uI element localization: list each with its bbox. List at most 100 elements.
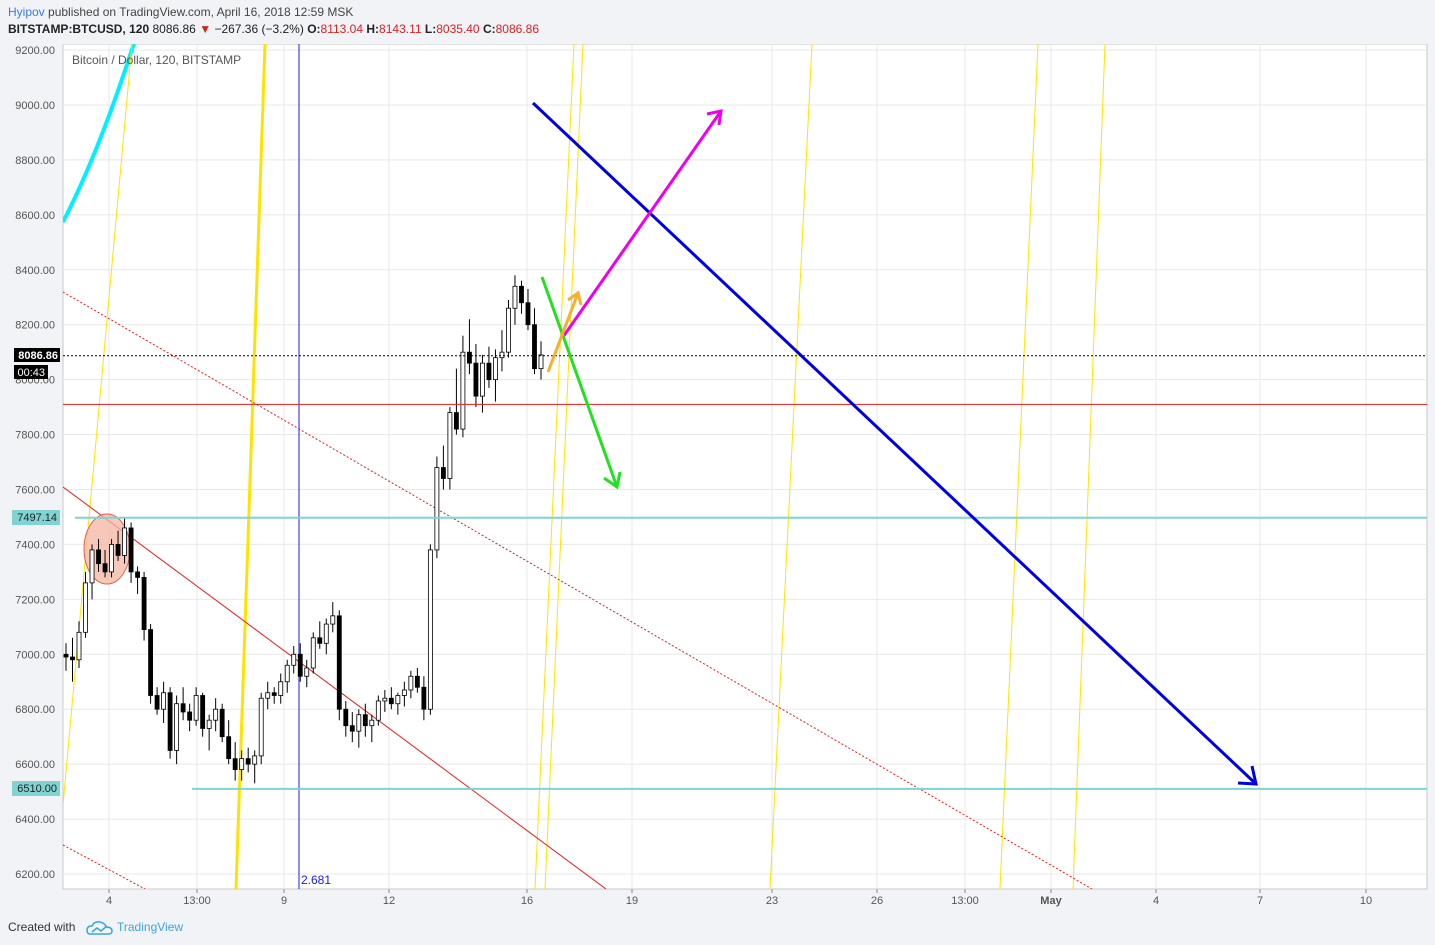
y-axis[interactable]: 6200.00 6400.00 6600.00 6800.00 7000.00 7200.… bbox=[15, 45, 55, 881]
tradingview-cloud-icon bbox=[86, 921, 113, 935]
candle bbox=[193, 687, 199, 726]
created-with-text: Created with bbox=[8, 920, 76, 934]
candle bbox=[83, 571, 88, 638]
candle bbox=[278, 673, 284, 704]
green-down-arrow bbox=[540, 276, 622, 490]
candle bbox=[421, 676, 427, 721]
candle bbox=[375, 695, 381, 726]
chart-legend: Bitcoin / Dollar, 120, BITSTAMP bbox=[72, 53, 241, 67]
open-label: O: bbox=[307, 22, 321, 36]
candle bbox=[174, 695, 180, 765]
candle bbox=[200, 692, 206, 737]
x-tick-label: 13:00 bbox=[183, 895, 211, 907]
open-value: 8113.04 bbox=[320, 22, 364, 36]
x-tick-label: 19 bbox=[626, 895, 638, 907]
candle bbox=[141, 571, 147, 641]
price-label-resistance: 7497.14 bbox=[12, 510, 60, 525]
candle bbox=[486, 346, 492, 388]
candle bbox=[408, 670, 414, 699]
candle bbox=[395, 692, 401, 715]
candle bbox=[473, 343, 479, 408]
support-price-label: 6510.00 bbox=[17, 783, 57, 795]
candle bbox=[89, 544, 95, 600]
candle bbox=[63, 643, 69, 671]
candle bbox=[532, 308, 537, 375]
candle bbox=[414, 668, 420, 693]
candle bbox=[467, 319, 472, 375]
candle bbox=[96, 538, 101, 572]
last-price: 8086.86 bbox=[152, 22, 196, 36]
plot-area[interactable] bbox=[62, 43, 1428, 890]
y-tick-label: 7600.00 bbox=[15, 485, 55, 497]
fib-time-line bbox=[63, 44, 133, 806]
x-tick-label: 4 bbox=[106, 895, 112, 907]
change-value: −267.36 (−3.2%) bbox=[214, 22, 304, 36]
candle bbox=[369, 714, 375, 743]
candle bbox=[245, 747, 251, 773]
x-tick-label: 23 bbox=[766, 895, 778, 907]
x-tick-label: May bbox=[1040, 895, 1062, 907]
candle bbox=[323, 618, 329, 655]
blue-down-arrow bbox=[531, 101, 1258, 786]
ohlc-strip: BITSTAMP:BTCUSD, 120 8086.86 ▼ −267.36 (… bbox=[8, 22, 539, 36]
candle bbox=[519, 280, 524, 314]
y-tick-label: 6800.00 bbox=[15, 704, 55, 716]
candle bbox=[310, 632, 316, 674]
candle bbox=[76, 621, 82, 669]
cyan-fan-curve bbox=[63, 44, 136, 223]
candle bbox=[115, 530, 121, 561]
fib-time-line bbox=[534, 44, 575, 889]
y-tick-label: 9000.00 bbox=[15, 100, 55, 112]
publish-info: Hyipov published on TradingView.com, Apr… bbox=[8, 5, 353, 19]
candle bbox=[343, 700, 349, 737]
author-link[interactable]: Hyipov bbox=[8, 5, 45, 19]
magenta-up-arrow bbox=[561, 109, 723, 338]
published-text: published on TradingView.com, April 16, … bbox=[48, 5, 354, 19]
candle bbox=[148, 624, 154, 704]
candle bbox=[102, 549, 108, 578]
red-dotted-channel-line bbox=[63, 844, 146, 889]
candle bbox=[512, 275, 518, 325]
candle bbox=[213, 698, 219, 732]
orange-up-arrow bbox=[546, 290, 583, 373]
close-label: C: bbox=[482, 22, 496, 36]
candle bbox=[349, 711, 355, 743]
close-value: 8086.86 bbox=[495, 22, 540, 36]
fib-time-line bbox=[769, 44, 813, 889]
price-chart[interactable]: 2.681 Bitcoin / Dollar, 120, BITSTAMP 62… bbox=[0, 43, 1435, 912]
x-tick-label: 13:00 bbox=[951, 895, 979, 907]
candle bbox=[499, 330, 505, 372]
candlestick-series bbox=[63, 275, 544, 784]
candle bbox=[297, 643, 303, 682]
candle bbox=[538, 341, 544, 380]
low-value: 8035.40 bbox=[436, 22, 480, 36]
y-tick-label: 8200.00 bbox=[15, 320, 55, 332]
tradingview-brand[interactable]: TradingView bbox=[117, 920, 184, 934]
red-trend-line bbox=[63, 486, 607, 889]
candle bbox=[271, 687, 277, 704]
candle bbox=[219, 703, 225, 743]
candle bbox=[330, 602, 336, 633]
y-tick-label: 9200.00 bbox=[15, 45, 55, 57]
candle bbox=[226, 720, 232, 765]
drawings: 2.681 bbox=[63, 44, 1427, 889]
fib-time-line bbox=[1072, 44, 1106, 889]
candle bbox=[232, 742, 238, 781]
down-triangle-icon: ▼ bbox=[199, 22, 212, 36]
y-tick-label: 8600.00 bbox=[15, 210, 55, 222]
high-value: 8143.11 bbox=[379, 22, 422, 36]
y-tick-label: 8400.00 bbox=[15, 265, 55, 277]
chart-header: Hyipov published on TradingView.com, Apr… bbox=[0, 0, 1435, 44]
countdown-text: 00:43 bbox=[17, 367, 45, 379]
x-tick-label: 7 bbox=[1257, 895, 1263, 907]
candle bbox=[460, 335, 466, 438]
candle bbox=[161, 681, 167, 723]
candle bbox=[453, 368, 459, 435]
candle bbox=[109, 538, 114, 578]
x-tick-label: 4 bbox=[1153, 895, 1159, 907]
candle bbox=[440, 445, 446, 490]
x-axis[interactable]: 4 13:00 9 12 16 19 23 26 13:00 May 4 7 10 bbox=[106, 889, 1372, 907]
y-tick-label: 7400.00 bbox=[15, 539, 55, 551]
candle bbox=[506, 299, 511, 358]
price-label-current: 8086.86 bbox=[14, 348, 60, 362]
